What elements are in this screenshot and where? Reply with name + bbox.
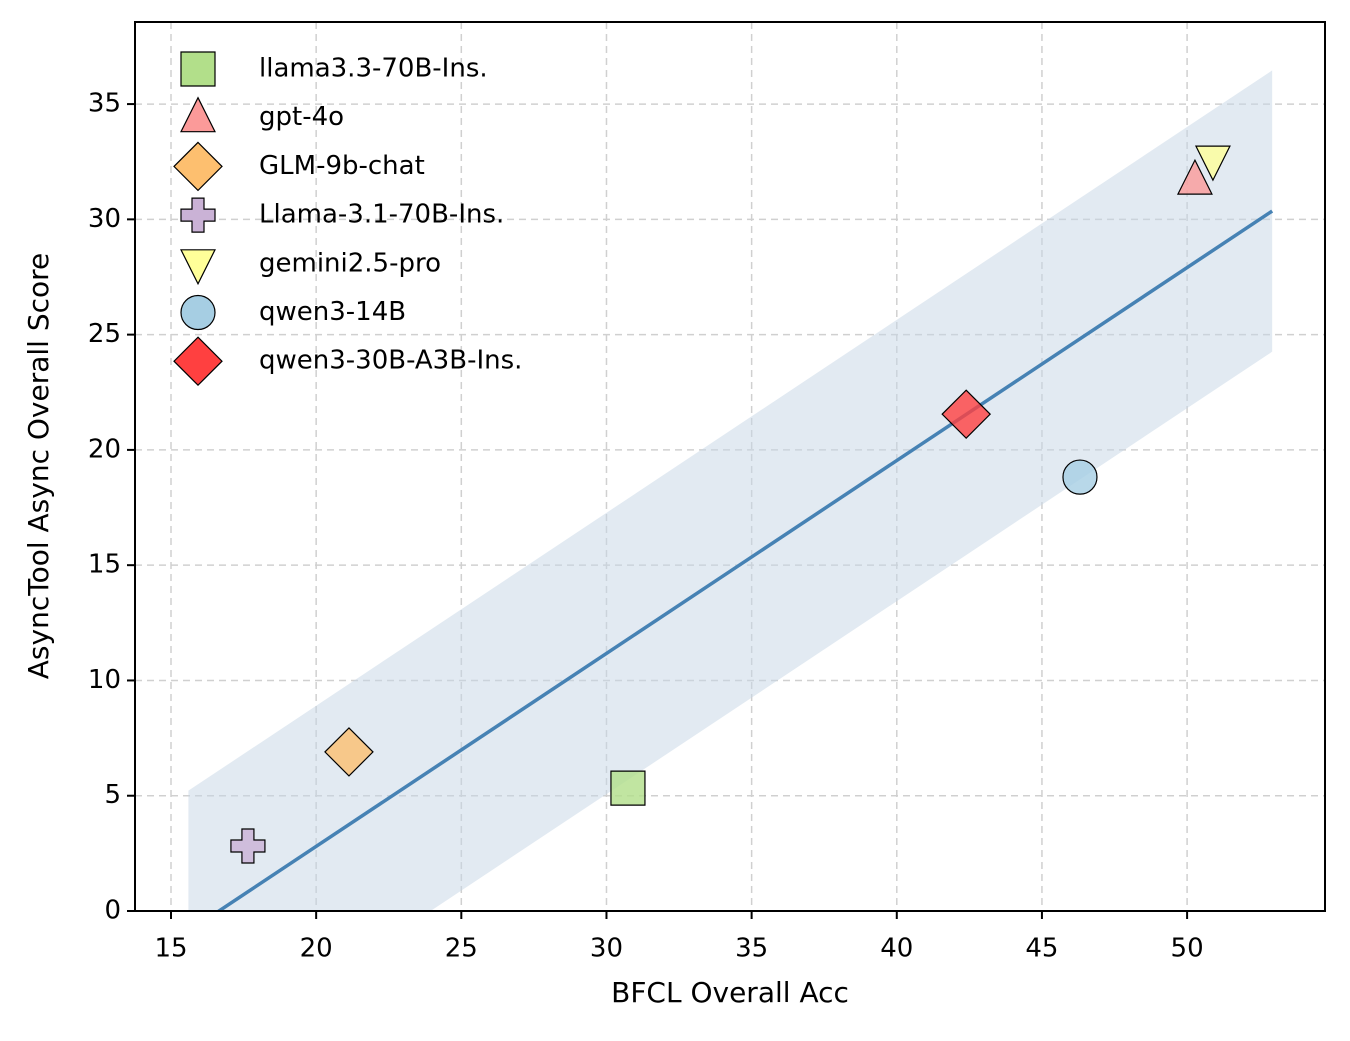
legend-label: Llama-3.1-70B-Ins. xyxy=(259,200,504,230)
x-tick-label: 25 xyxy=(445,934,478,964)
fit-line xyxy=(215,209,1274,911)
y-tick-label: 10 xyxy=(88,665,121,695)
legend-label: qwen3-14B xyxy=(259,297,406,327)
y-axis-label: AsyncTool Async Overall Score xyxy=(22,253,55,679)
legend-marker xyxy=(173,336,223,387)
legend: llama3.3-70B-Ins. gpt-4o GLM-9b-chat Llama-… xyxy=(173,51,522,387)
legend-marker xyxy=(173,141,223,192)
legend-label: llama3.3-70B-Ins. xyxy=(259,54,488,84)
confidence-band xyxy=(188,70,1273,911)
x-axis-label: BFCL Overall Acc xyxy=(611,976,849,1009)
x-tick-label: 35 xyxy=(735,934,768,964)
y-tick-label: 30 xyxy=(88,204,121,234)
legend-label: qwen3-30B-A3B-Ins. xyxy=(259,346,522,376)
legend-marker xyxy=(180,197,216,233)
x-tick-label: 20 xyxy=(300,934,333,964)
y-tick-label: 15 xyxy=(88,550,121,580)
y-tick-label: 20 xyxy=(88,434,121,464)
legend-marker xyxy=(180,51,216,87)
x-tick-label: 40 xyxy=(880,934,913,964)
legend-marker xyxy=(180,294,216,331)
data-point xyxy=(1062,459,1098,495)
data-point xyxy=(230,828,266,864)
x-tick-label: 30 xyxy=(590,934,623,964)
points xyxy=(230,145,1231,864)
data-point xyxy=(324,727,374,777)
legend-label: GLM-9b-chat xyxy=(259,151,425,181)
data-point xyxy=(1194,145,1231,182)
y-tick-label: 25 xyxy=(88,319,121,349)
y-tick-label: 5 xyxy=(104,780,121,810)
x-tick-label: 45 xyxy=(1025,934,1058,964)
fit-layer xyxy=(188,70,1274,911)
x-tick-label: 50 xyxy=(1171,934,1204,964)
legend-marker xyxy=(180,96,216,133)
legend-label: gemini2.5-pro xyxy=(259,248,441,278)
legend-marker xyxy=(180,249,216,286)
x-tick-label: 15 xyxy=(154,934,187,964)
y-tick-label: 0 xyxy=(104,896,121,926)
data-point xyxy=(610,770,646,806)
data-point xyxy=(941,389,992,440)
plot-frame xyxy=(134,21,1326,912)
data-point xyxy=(1176,158,1213,195)
y-tick-label: 35 xyxy=(88,89,121,119)
legend-label: gpt-4o xyxy=(259,102,344,132)
